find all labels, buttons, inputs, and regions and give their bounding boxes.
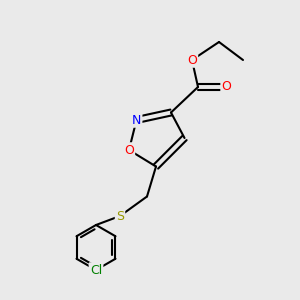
Text: Cl: Cl <box>90 263 102 277</box>
Text: O: O <box>222 80 231 94</box>
Text: O: O <box>124 143 134 157</box>
Text: N: N <box>132 113 141 127</box>
Text: S: S <box>116 209 124 223</box>
Text: O: O <box>187 53 197 67</box>
